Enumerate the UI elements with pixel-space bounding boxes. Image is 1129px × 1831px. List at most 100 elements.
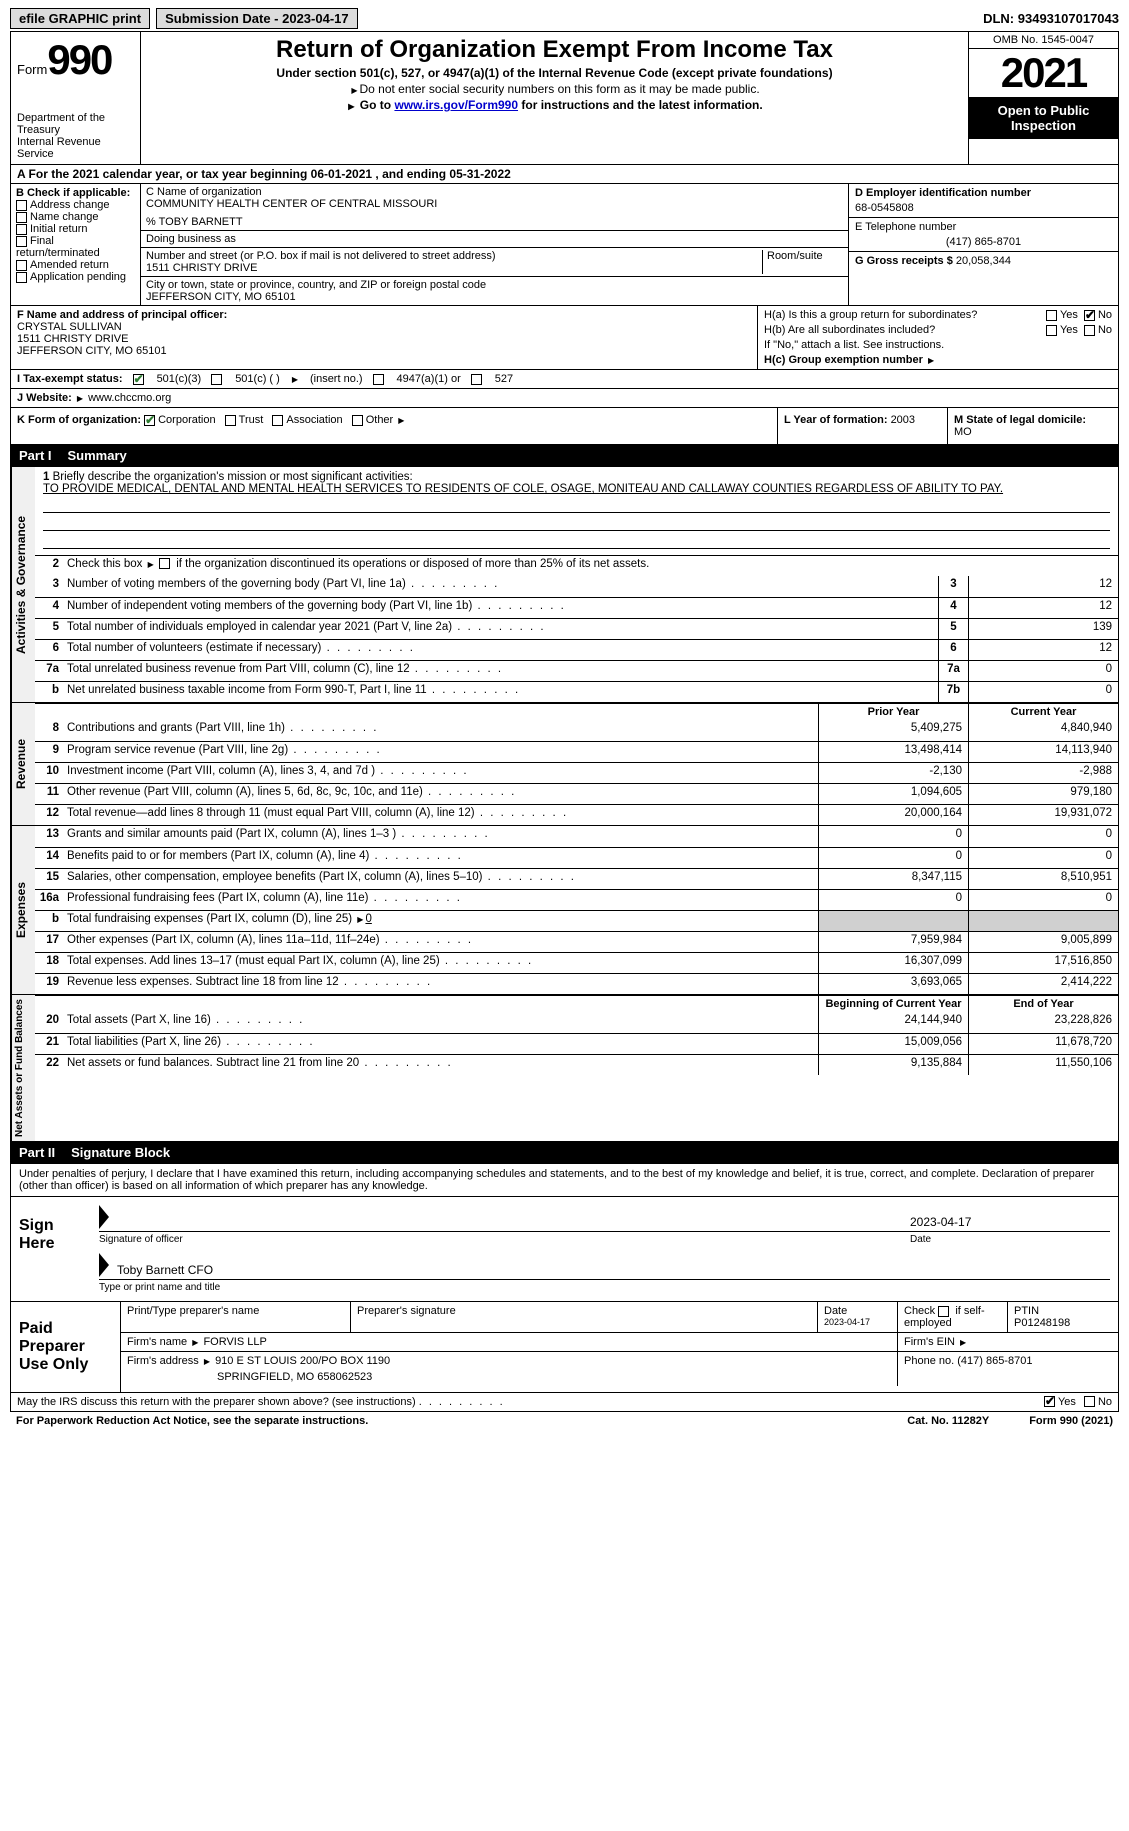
summary-line: 11 Other revenue (Part VIII, column (A),… — [35, 783, 1118, 804]
line-num: 8 — [35, 720, 63, 741]
line-num: 18 — [35, 953, 63, 973]
firm-addr-label: Firm's address — [127, 1355, 199, 1367]
firm-addr-arrow-icon — [202, 1355, 212, 1367]
cb-app-pending[interactable] — [16, 272, 27, 283]
cb-corp[interactable] — [144, 415, 155, 426]
sig-name-label: Type or print name and title — [99, 1282, 1110, 1293]
submission-date-button[interactable]: Submission Date - 2023-04-17 — [156, 8, 358, 29]
line-text: Other expenses (Part IX, column (A), lin… — [63, 932, 818, 952]
discuss-no: No — [1098, 1396, 1112, 1408]
opt-527: 527 — [495, 373, 513, 385]
line-num: 9 — [35, 742, 63, 762]
line-text: Program service revenue (Part VIII, line… — [63, 742, 818, 762]
line-num: 10 — [35, 763, 63, 783]
ha-no: No — [1098, 309, 1112, 321]
cb-amended[interactable] — [16, 260, 27, 271]
line-num: 5 — [35, 619, 63, 639]
insert-arrow-icon — [290, 373, 300, 385]
cb-hb-yes[interactable] — [1046, 325, 1057, 336]
form-no-foot: 990 — [1060, 1415, 1078, 1427]
paid-grid: Print/Type preparer's name Preparer's si… — [121, 1302, 1118, 1392]
line-current: 17,516,850 — [968, 953, 1118, 973]
summary-line: b Total fundraising expenses (Part IX, c… — [35, 910, 1118, 931]
cb-trust[interactable] — [225, 415, 236, 426]
line-text: Total liabilities (Part X, line 26) — [63, 1034, 818, 1054]
line-num: 3 — [35, 576, 63, 597]
vtab-netassets: Net Assets or Fund Balances — [11, 995, 35, 1141]
line-value: 0 — [968, 661, 1118, 681]
line-prior: 0 — [818, 826, 968, 847]
phone-value: (417) 865-8701 — [855, 236, 1112, 248]
sig-officer-label: Signature of officer — [99, 1234, 910, 1245]
line-box-num: 6 — [938, 640, 968, 660]
line-value: 12 — [968, 640, 1118, 660]
line-value: 12 — [968, 576, 1118, 597]
sig-date-value: 2023-04-17 — [910, 1215, 1110, 1229]
lbl-name-change: Name change — [30, 211, 99, 223]
cb-address-change[interactable] — [16, 200, 27, 211]
expenses-content: 13 Grants and similar amounts paid (Part… — [35, 826, 1118, 994]
cb-4947[interactable] — [373, 374, 384, 385]
cb-assoc[interactable] — [272, 415, 283, 426]
cb-hb-no[interactable] — [1084, 325, 1095, 336]
hb-yes: Yes — [1060, 324, 1078, 336]
dln-label: DLN: — [983, 11, 1018, 26]
section-fh: F Name and address of principal officer:… — [10, 306, 1119, 370]
line-text: Total expenses. Add lines 13–17 (must eq… — [63, 953, 818, 973]
cb-discuss-yes[interactable] — [1044, 1396, 1055, 1407]
part-i-head: Part I Summary — [10, 445, 1119, 467]
cb-501c[interactable] — [211, 374, 222, 385]
part-i-num: Part I — [19, 448, 52, 463]
p-h4a: Check — [904, 1305, 935, 1317]
cb-other[interactable] — [352, 415, 363, 426]
line-value: 139 — [968, 619, 1118, 639]
cb-discuss-no[interactable] — [1084, 1396, 1095, 1407]
summary-line: 3 Number of voting members of the govern… — [35, 576, 1118, 597]
org-name-block: C Name of organization COMMUNITY HEALTH … — [141, 184, 848, 231]
k-label: K Form of organization: — [17, 414, 141, 426]
cb-501c3[interactable] — [133, 374, 144, 385]
line-text: Number of voting members of the governin… — [63, 576, 938, 597]
cb-527[interactable] — [471, 374, 482, 385]
summary-line: 14 Benefits paid to or for members (Part… — [35, 847, 1118, 868]
line-current: 14,113,940 — [968, 742, 1118, 762]
line-value: 0 — [968, 682, 1118, 702]
line-prior: 3,693,065 — [818, 974, 968, 994]
cb-name-change[interactable] — [16, 212, 27, 223]
k-arrow-icon — [396, 414, 406, 426]
gross-label: G Gross receipts $ — [855, 255, 956, 267]
note2a: Go to — [360, 98, 395, 112]
cb-initial-return[interactable] — [16, 224, 27, 235]
cb-line2[interactable] — [159, 558, 170, 569]
cb-ha-no[interactable] — [1084, 310, 1095, 321]
line-text: Total assets (Part X, line 16) — [63, 1012, 818, 1033]
dln-value: 93493107017043 — [1018, 11, 1119, 26]
note1-text: Do not enter social security numbers on … — [359, 82, 759, 96]
line-current: 8,510,951 — [968, 869, 1118, 889]
line-text: Total fundraising expenses (Part IX, col… — [63, 911, 818, 931]
line-prior: 16,307,099 — [818, 953, 968, 973]
street-label: Number and street (or P.O. box if mail i… — [146, 250, 758, 262]
firm-ein-arrow-icon — [958, 1336, 968, 1348]
cb-final-return[interactable] — [16, 236, 27, 247]
form-title: Return of Organization Exempt From Incom… — [147, 36, 962, 64]
irs-link[interactable]: www.irs.gov/Form990 — [394, 98, 518, 112]
line-prior: 13,498,414 — [818, 742, 968, 762]
efile-print-button[interactable]: efile GRAPHIC print — [10, 8, 150, 29]
line-num: 19 — [35, 974, 63, 994]
pra-notice: For Paperwork Reduction Act Notice, see … — [16, 1415, 368, 1427]
form-number: Form990 — [17, 36, 134, 84]
room-label: Room/suite — [767, 250, 843, 262]
cb-self-employed[interactable] — [938, 1306, 949, 1317]
line-text: Grants and similar amounts paid (Part IX… — [63, 826, 818, 847]
line-prior: 8,347,115 — [818, 869, 968, 889]
discuss-row: May the IRS discuss this return with the… — [10, 1393, 1119, 1412]
line-text: Other revenue (Part VIII, column (A), li… — [63, 784, 818, 804]
vtab-revenue: Revenue — [11, 703, 35, 825]
sign-fields: 2023-04-17 Signature of officer Date Tob… — [91, 1197, 1118, 1301]
line-text: Number of independent voting members of … — [63, 598, 938, 618]
phone-label: E Telephone number — [855, 221, 1112, 233]
summary-line: 22 Net assets or fund balances. Subtract… — [35, 1054, 1118, 1075]
cb-ha-yes[interactable] — [1046, 310, 1057, 321]
firm-addr2: SPRINGFIELD, MO 658062523 — [217, 1371, 891, 1383]
